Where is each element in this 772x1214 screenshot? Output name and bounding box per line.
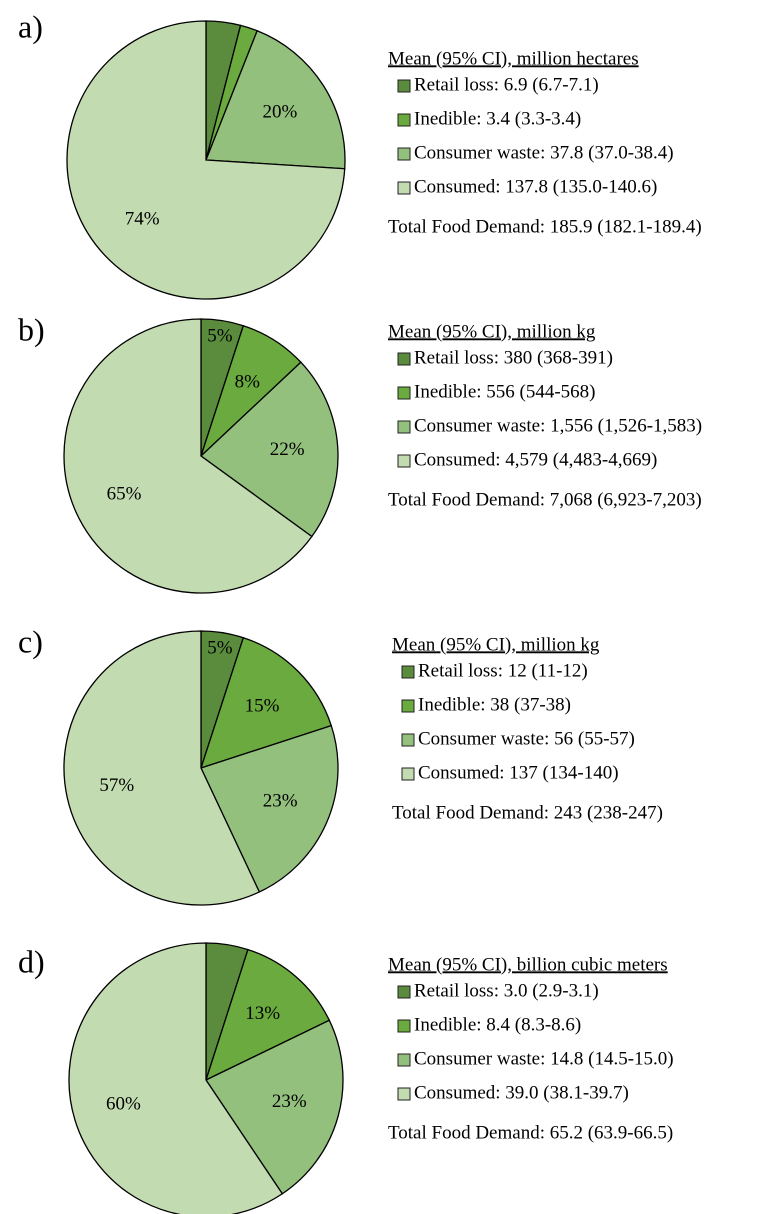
legend-swatch bbox=[397, 386, 411, 400]
pie-slice bbox=[199, 636, 333, 770]
data-label: 15% bbox=[245, 695, 280, 716]
legend-entry: Inedible: 3.4 (3.3-3.4) bbox=[414, 108, 581, 129]
legend-entry: Consumed: 137 (134-140) bbox=[418, 762, 619, 783]
legend-entry: Consumed: 4,579 (4,483-4,669) bbox=[414, 449, 657, 470]
legend-entry: Retail loss: 3.0 (2.9-3.1) bbox=[414, 980, 599, 1001]
legend-swatch bbox=[401, 699, 415, 713]
legend-title: Mean (95% CI), million kg bbox=[388, 321, 596, 342]
legend-entry: Consumed: 137.8 (135.0-140.6) bbox=[414, 176, 657, 197]
legend-entry: Retail loss: 12 (11-12) bbox=[418, 660, 588, 681]
pie-slice bbox=[63, 630, 261, 906]
legend-entry: Consumer waste: 37.8 (37.0-38.4) bbox=[414, 142, 674, 163]
legend-entry: Consumer waste: 1,556 (1,526-1,583) bbox=[414, 415, 702, 436]
legend-swatch bbox=[397, 1053, 411, 1067]
legend-swatch bbox=[401, 665, 415, 679]
data-label: 60% bbox=[106, 1093, 141, 1114]
legend-title: Mean (95% CI), million hectares bbox=[388, 48, 639, 69]
total-label: Total Food Demand: 243 (238-247) bbox=[392, 802, 663, 823]
legend-swatch bbox=[397, 147, 411, 161]
pie-slice bbox=[63, 318, 313, 594]
legend-swatch bbox=[397, 352, 411, 366]
legend-entry: Inedible: 8.4 (8.3-8.6) bbox=[414, 1014, 581, 1035]
legend-swatch bbox=[397, 79, 411, 93]
data-label: 13% bbox=[245, 1003, 280, 1024]
legend-title: Mean (95% CI), million kg bbox=[392, 634, 600, 655]
legend-swatch bbox=[397, 181, 411, 195]
data-label: 8% bbox=[235, 371, 261, 392]
legend-entry: Consumed: 39.0 (38.1-39.7) bbox=[414, 1082, 629, 1103]
legend-swatch bbox=[397, 1019, 411, 1033]
legend-entry: Retail loss: 6.9 (6.7-7.1) bbox=[414, 74, 599, 95]
total-label: Total Food Demand: 7,068 (6,923-7,203) bbox=[388, 489, 702, 510]
legend-swatch bbox=[397, 113, 411, 127]
data-label: 57% bbox=[99, 775, 134, 796]
data-label: 74% bbox=[125, 208, 160, 229]
data-label: 23% bbox=[263, 791, 298, 812]
legend-swatch bbox=[397, 985, 411, 999]
data-label: 23% bbox=[272, 1091, 307, 1112]
pie-slice bbox=[68, 942, 284, 1214]
panel-label: b) bbox=[18, 311, 45, 347]
legend-swatch bbox=[397, 1087, 411, 1101]
legend-swatch bbox=[401, 767, 415, 781]
pie-slice bbox=[205, 29, 346, 170]
panel-label: a) bbox=[18, 8, 43, 44]
pie-slice bbox=[204, 948, 331, 1082]
legend-title: Mean (95% CI), billion cubic meters bbox=[388, 954, 668, 975]
total-label: Total Food Demand: 65.2 (63.9-66.5) bbox=[388, 1122, 673, 1143]
panel-label: d) bbox=[18, 943, 45, 979]
panel-label: c) bbox=[18, 623, 43, 659]
data-label: 22% bbox=[270, 439, 305, 460]
legend-entry: Inedible: 38 (37-38) bbox=[418, 694, 571, 715]
legend-swatch bbox=[401, 733, 415, 747]
data-label: 65% bbox=[107, 484, 142, 505]
pie-slice bbox=[199, 361, 339, 538]
data-label: 20% bbox=[263, 101, 298, 122]
total-label: Total Food Demand: 185.9 (182.1-189.4) bbox=[388, 216, 702, 237]
legend-entry: Inedible: 556 (544-568) bbox=[414, 381, 596, 402]
legend-swatch bbox=[397, 454, 411, 468]
legend-swatch bbox=[397, 420, 411, 434]
legend-entry: Consumer waste: 56 (55-57) bbox=[418, 728, 635, 749]
pie-slice bbox=[66, 20, 346, 300]
pie-slice bbox=[200, 724, 339, 893]
data-label: 5% bbox=[207, 325, 233, 346]
pie-slice bbox=[205, 1019, 344, 1195]
legend-entry: Consumer waste: 14.8 (14.5-15.0) bbox=[414, 1048, 674, 1069]
legend-entry: Retail loss: 380 (368-391) bbox=[414, 347, 613, 368]
data-label: 5% bbox=[207, 637, 233, 658]
